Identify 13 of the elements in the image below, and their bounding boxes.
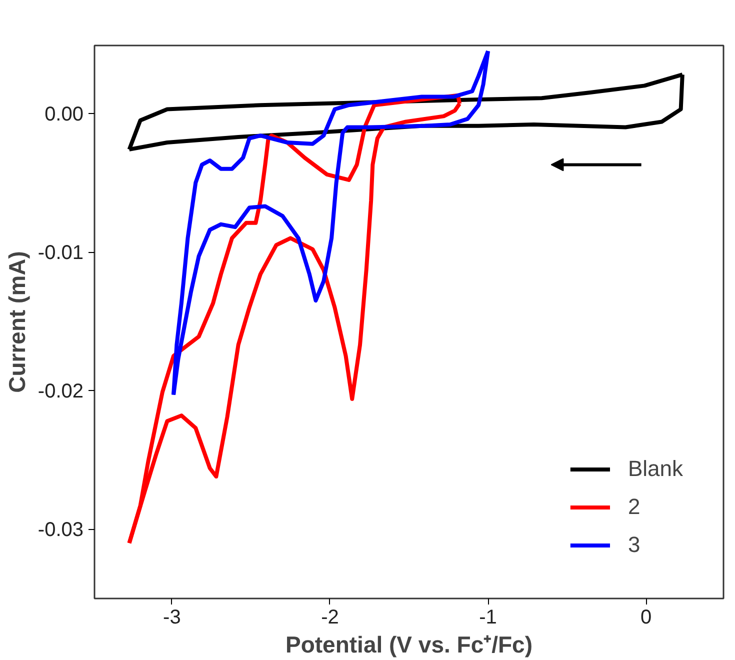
legend-label: 3 — [628, 532, 642, 558]
y-tick-label: -0.02 — [38, 380, 84, 403]
x-tick-label: -3 — [163, 606, 181, 628]
x-tick-label: -2 — [321, 606, 339, 628]
legend-label: Blank — [628, 456, 683, 482]
legend-label: 2 — [628, 494, 642, 520]
y-tick-label: -0.01 — [38, 242, 84, 264]
x-tick-label: -1 — [479, 606, 497, 628]
x-tick-label: 0 — [640, 606, 652, 628]
y-axis-title: Current (mA) — [4, 251, 30, 393]
x-axis-title: Potential (V vs. Fc⁺/Fc) — [286, 632, 532, 658]
y-tick-label: 0.00 — [44, 103, 84, 126]
y-tick-label: -0.03 — [38, 519, 84, 542]
